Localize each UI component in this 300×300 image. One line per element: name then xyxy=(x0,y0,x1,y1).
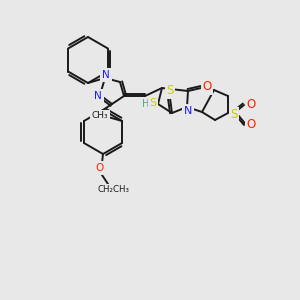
Text: S: S xyxy=(230,109,238,122)
Text: O: O xyxy=(202,80,211,94)
Text: S: S xyxy=(149,98,157,108)
Text: O: O xyxy=(246,118,256,131)
Text: CH₃: CH₃ xyxy=(92,112,108,121)
Text: N: N xyxy=(94,91,102,101)
Text: H: H xyxy=(142,99,150,109)
Text: S: S xyxy=(166,85,174,98)
Text: O: O xyxy=(96,163,104,173)
Text: O: O xyxy=(246,98,256,112)
Text: N: N xyxy=(102,70,110,80)
Text: N: N xyxy=(184,106,192,116)
Text: CH₂CH₃: CH₂CH₃ xyxy=(98,185,130,194)
